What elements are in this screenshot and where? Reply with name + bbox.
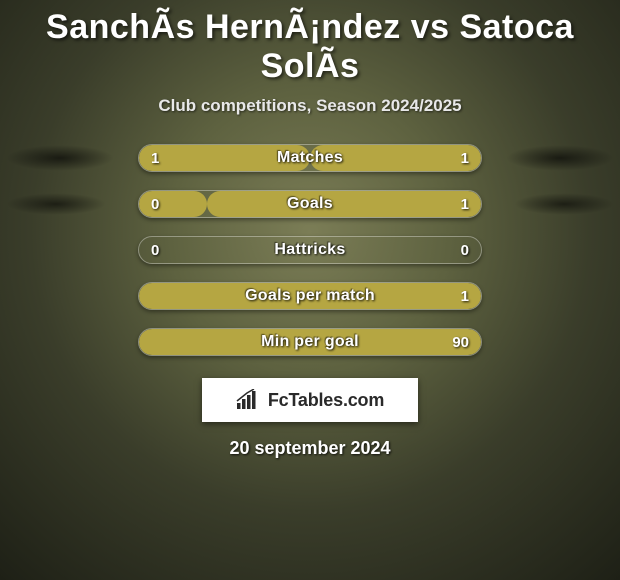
player-shadow-right (514, 193, 614, 215)
date-text: 20 september 2024 (229, 438, 390, 459)
stat-row: 90Min per goal (0, 328, 620, 356)
stat-bar: 1Goals per match (138, 282, 482, 310)
infographic-content: SanchÃ­s HernÃ¡ndez vs Satoca SolÃ­s Clu… (0, 0, 620, 459)
stat-bar: 01Goals (138, 190, 482, 218)
player-shadow-right (506, 145, 614, 171)
player-shadow-left (6, 193, 106, 215)
stat-row: 01Goals (0, 190, 620, 218)
stat-bar: 0 0Hattricks (138, 236, 482, 264)
stat-label: Hattricks (139, 237, 481, 263)
stat-rows: 11Matches 01Goals 0 0Hattricks 1Goals per ma… (0, 144, 620, 356)
subtitle: Club competitions, Season 2024/2025 (158, 96, 461, 116)
stat-row: 1Goals per match (0, 282, 620, 310)
bar-fill-left (139, 191, 207, 217)
stat-row: 11Matches (0, 144, 620, 172)
player-shadow-left (6, 145, 114, 171)
bar-fill-right (207, 191, 481, 217)
brand-text: FcTables.com (268, 390, 384, 411)
stat-value-right: 0 (449, 237, 481, 263)
stat-row: 0 0Hattricks (0, 236, 620, 264)
stat-bar: 11Matches (138, 144, 482, 172)
brand-badge: FcTables.com (202, 378, 418, 422)
bar-fill-right (139, 283, 481, 309)
page-title: SanchÃ­s HernÃ¡ndez vs Satoca SolÃ­s (0, 8, 620, 86)
bar-fill-right (139, 329, 481, 355)
chart-icon (236, 389, 262, 411)
bar-fill-right (310, 145, 481, 171)
stat-bar: 90Min per goal (138, 328, 482, 356)
stat-value-left: 0 (139, 237, 171, 263)
bar-fill-left (139, 145, 310, 171)
